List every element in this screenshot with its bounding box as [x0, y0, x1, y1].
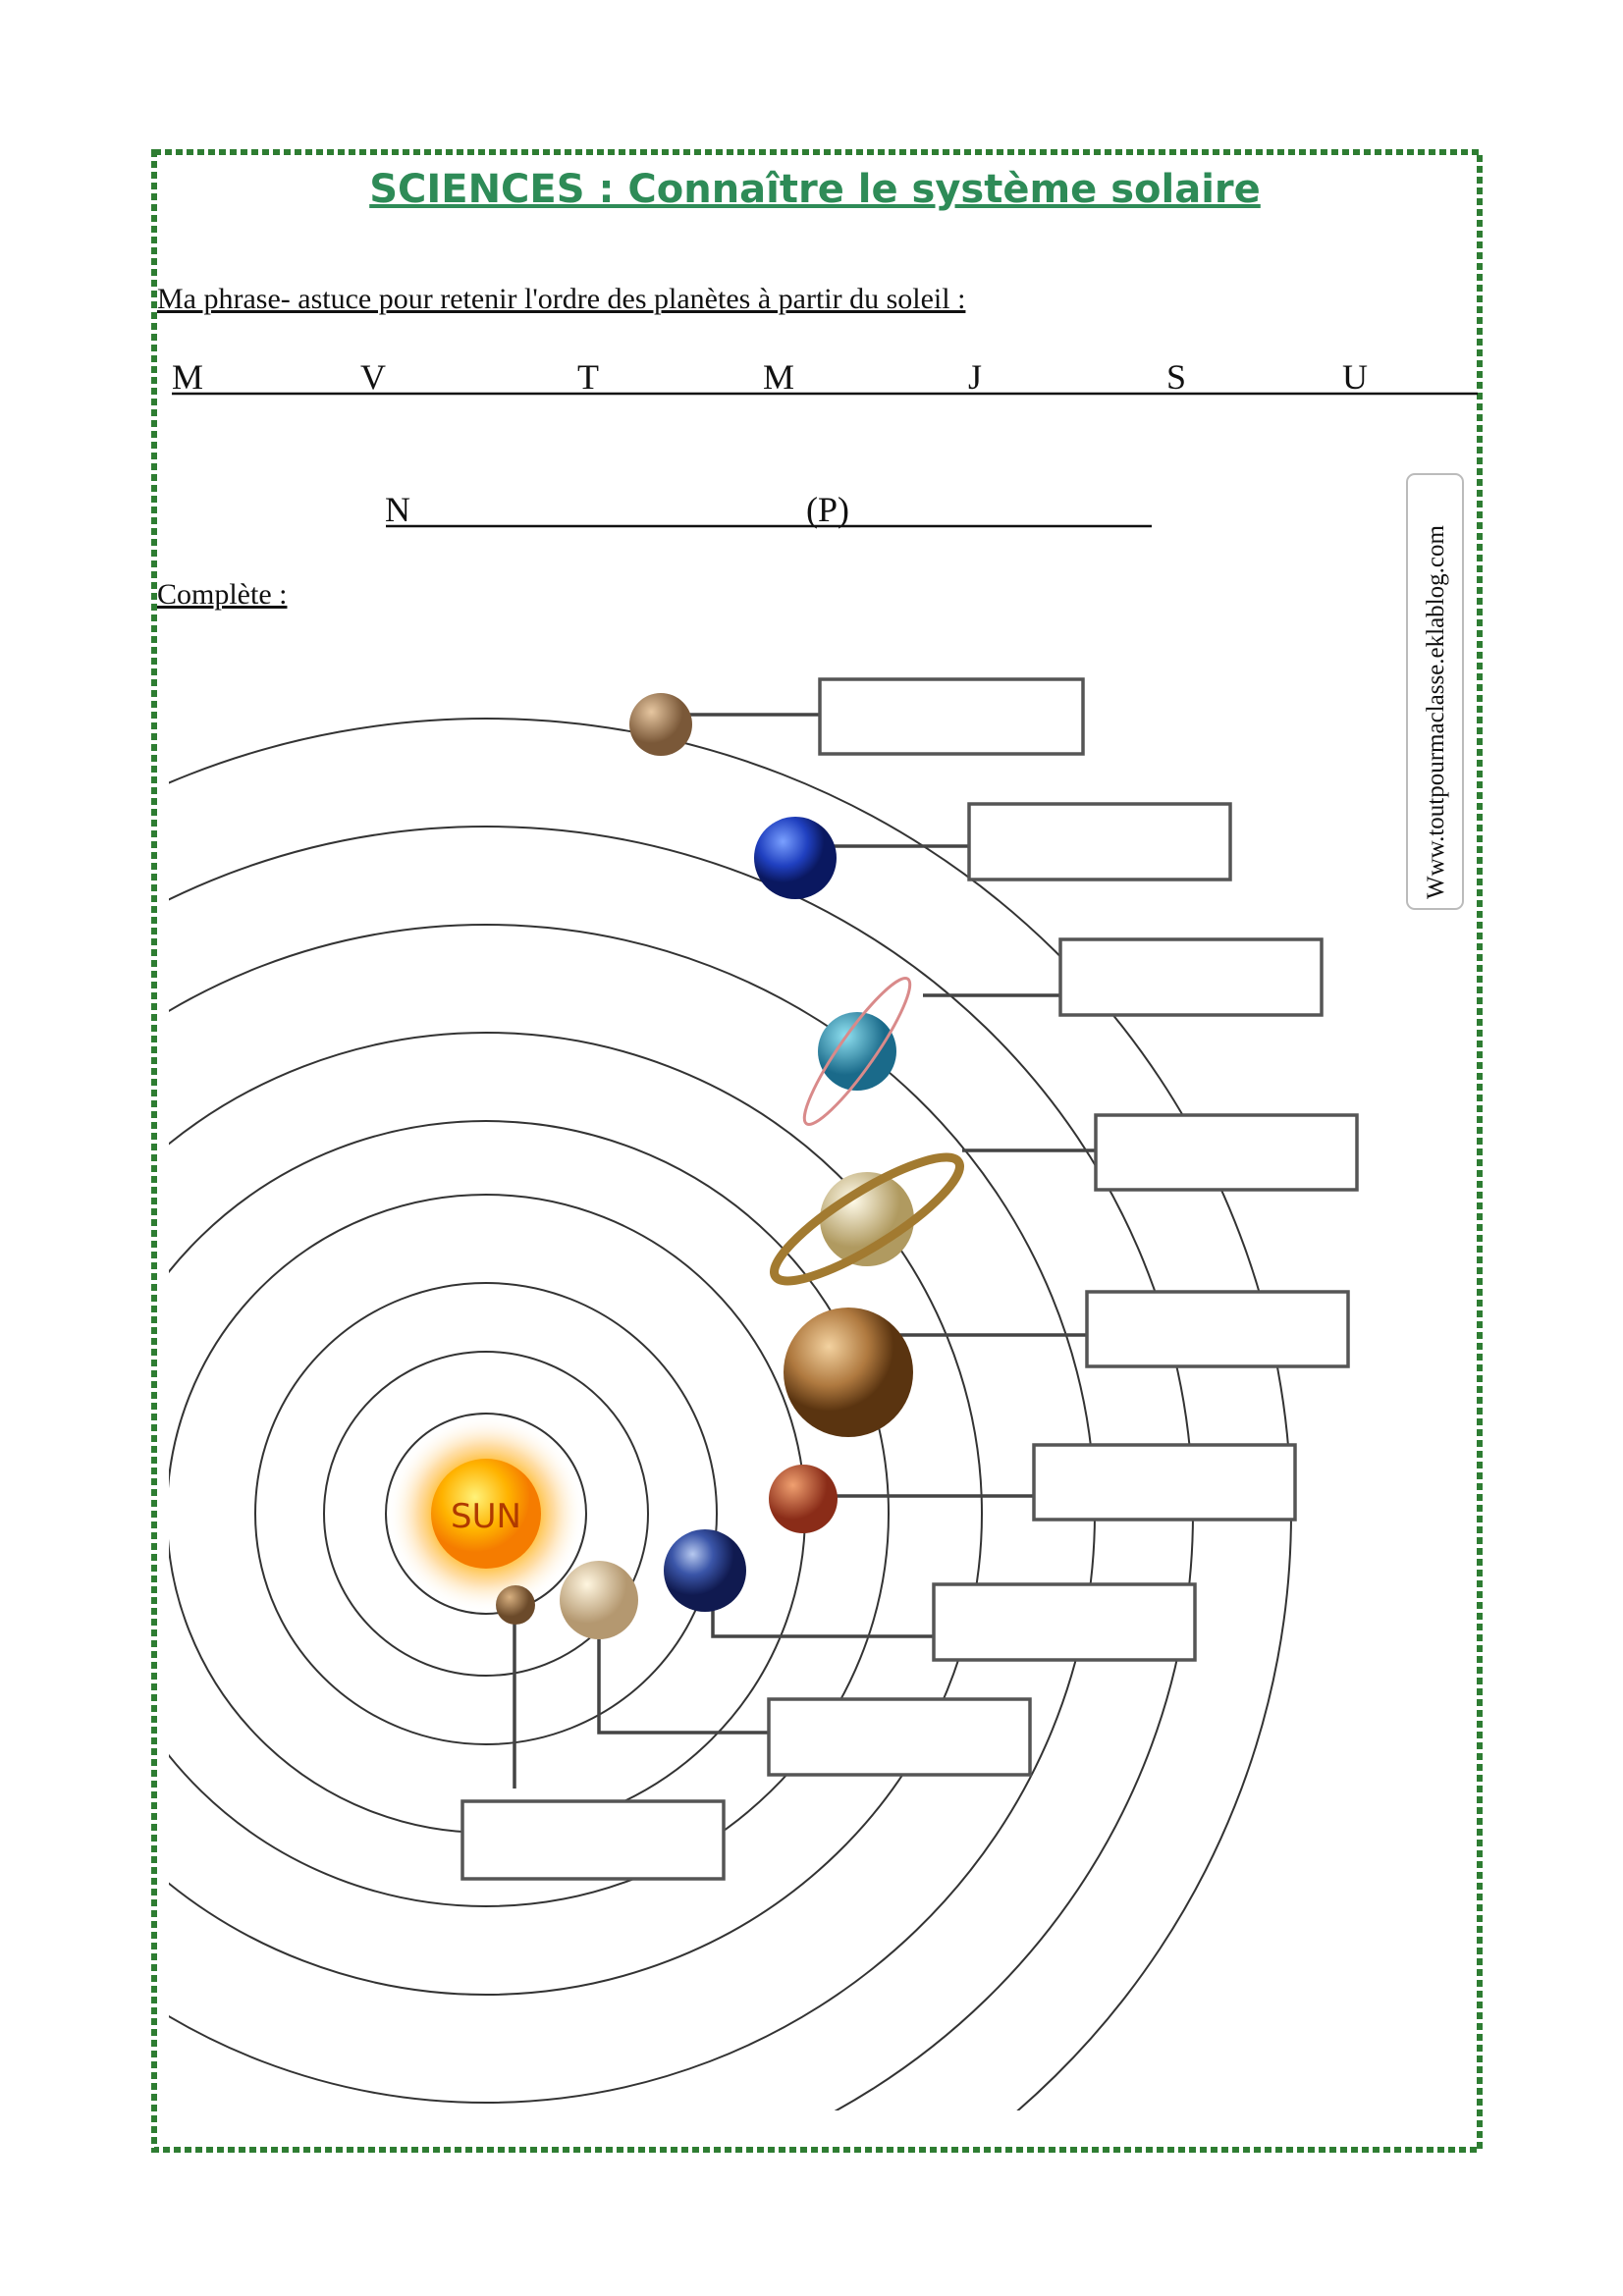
instruction: Complète : [157, 578, 287, 611]
letter: (P) [806, 490, 849, 529]
orbits-item [169, 1032, 983, 1996]
planets-item [496, 1585, 535, 1625]
orbits-item [169, 826, 1194, 2110]
orbits-item [169, 1120, 890, 1907]
letter: U [1342, 357, 1368, 397]
letters-row-2: N (P) [385, 490, 849, 529]
answer-boxes-item [818, 677, 1085, 756]
orbits-item [323, 1351, 649, 1677]
answer-boxes-item [1085, 1290, 1350, 1368]
planets-item [664, 1529, 746, 1612]
planets-item [769, 1465, 838, 1533]
letter: M [763, 357, 794, 397]
letter: T [577, 357, 599, 397]
planets-item [802, 977, 912, 1126]
connectors-item [597, 1639, 769, 1735]
answer-boxes-item [767, 1697, 1032, 1777]
prompt: Ma phrase- astuce pour retenir l'ordre d… [157, 283, 965, 315]
side-label-box [1406, 473, 1464, 910]
planets-item [820, 1172, 914, 1266]
answer-boxes [460, 677, 1359, 1881]
planets-item [754, 817, 837, 899]
title: SCIENCES : Connaître le système solaire [369, 167, 1261, 212]
orbits-item [385, 1413, 587, 1615]
answer-boxes-item [967, 802, 1232, 881]
sun-label: SUN [451, 1497, 521, 1536]
answer-boxes-item [932, 1582, 1197, 1662]
planets-item [629, 693, 692, 756]
letter: S [1166, 357, 1186, 397]
planets-item [818, 1012, 896, 1091]
sun: SUN [388, 1415, 584, 1612]
answer-boxes-item [1094, 1113, 1359, 1192]
planets [496, 693, 964, 1639]
letter: N [385, 490, 410, 529]
connectors [513, 713, 1096, 1789]
planets-item [560, 1561, 638, 1639]
connectors-item [711, 1600, 934, 1638]
answer-boxes-item [460, 1799, 726, 1881]
page-border [151, 149, 1483, 2153]
letter: V [360, 357, 386, 397]
answer-boxes-item [1058, 937, 1324, 1017]
letters-row-1: M V T M J S U [172, 357, 1368, 397]
planets-item [784, 1308, 913, 1437]
answer-boxes-item [1032, 1443, 1297, 1522]
sun-item [431, 1459, 541, 1569]
letter: J [968, 357, 982, 397]
planets-item [770, 1152, 964, 1286]
side-label: Www.toutpourmaclasse.eklablog.com [1423, 525, 1449, 899]
letter: M [172, 357, 203, 397]
orbits-item [254, 1282, 718, 1745]
